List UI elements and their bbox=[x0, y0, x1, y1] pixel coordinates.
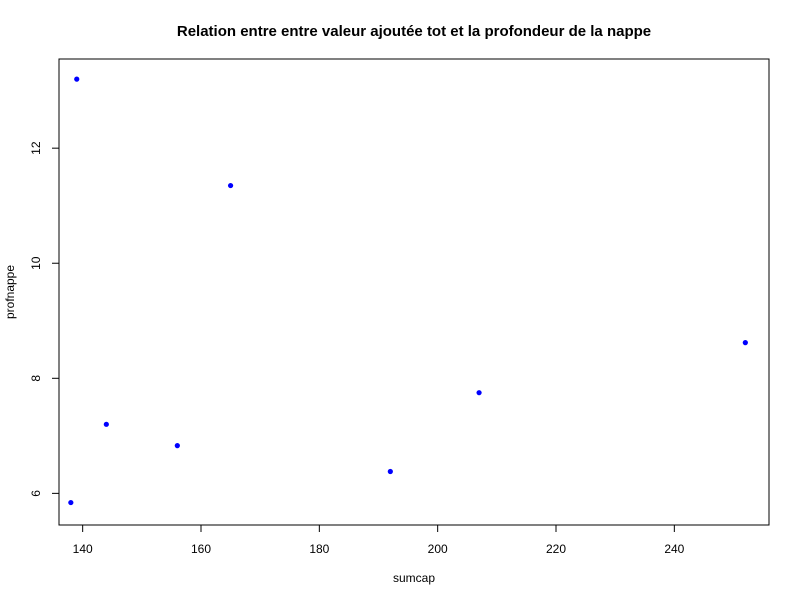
x-tick-label: 240 bbox=[664, 542, 684, 556]
x-tick-label: 140 bbox=[73, 542, 93, 556]
plot-frame bbox=[58, 58, 770, 526]
y-tick-label: 12 bbox=[29, 141, 43, 155]
data-point bbox=[174, 443, 180, 449]
data-point bbox=[103, 421, 109, 427]
x-tick-label: 160 bbox=[191, 542, 211, 556]
x-axis: 140 160 180 200 220 240 bbox=[73, 524, 685, 556]
data-point bbox=[74, 76, 80, 82]
data-points bbox=[68, 76, 748, 506]
chart-title: Relation entre entre valeur ajoutée tot … bbox=[177, 23, 651, 40]
y-tick-label: 8 bbox=[29, 375, 43, 382]
x-tick-label: 180 bbox=[309, 542, 329, 556]
data-point bbox=[68, 499, 74, 506]
x-axis-label: sumcap bbox=[393, 571, 435, 585]
y-axis: 6 8 10 12 bbox=[29, 141, 60, 497]
x-tick-label: 200 bbox=[428, 542, 448, 556]
y-tick-label: 6 bbox=[29, 490, 43, 497]
x-tick-label: 220 bbox=[546, 542, 566, 556]
data-point bbox=[387, 468, 393, 475]
data-point bbox=[476, 390, 482, 396]
data-point bbox=[227, 182, 234, 189]
y-axis-label: profnappe bbox=[3, 265, 17, 319]
data-point bbox=[742, 340, 748, 346]
y-tick-label: 10 bbox=[29, 256, 43, 270]
